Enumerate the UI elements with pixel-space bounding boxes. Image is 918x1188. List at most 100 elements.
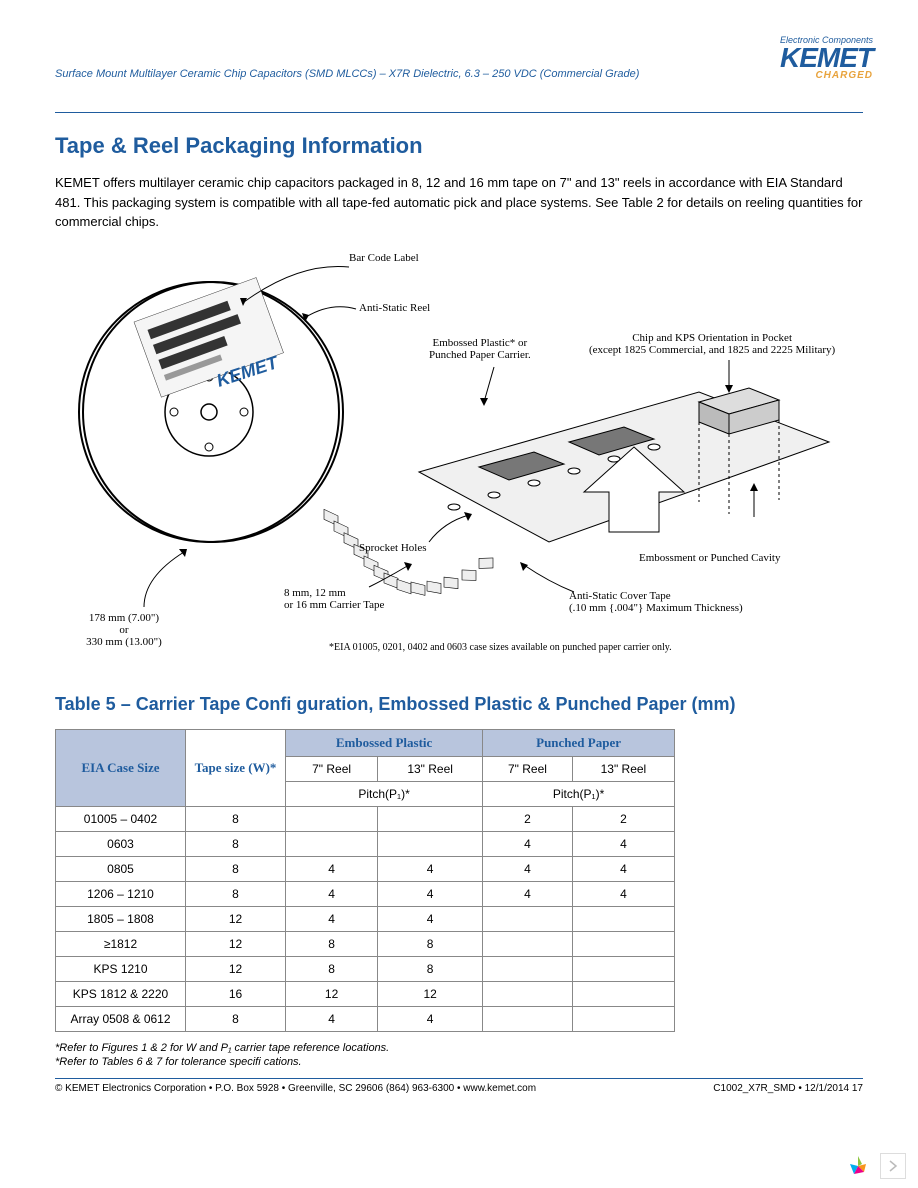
table-cell: 8 (186, 881, 286, 906)
page-footer: © KEMET Electronics Corporation • P.O. B… (55, 1083, 863, 1094)
table-cell: 4 (572, 856, 674, 881)
table-cell: 8 (186, 1006, 286, 1031)
callout-reel-size: 178 mm (7.00") or 330 mm (13.00") (59, 612, 189, 648)
table-cell: 1206 – 1210 (56, 881, 186, 906)
table-cell: 12 (186, 906, 286, 931)
table-cell (572, 1006, 674, 1031)
table-cell: 4 (483, 881, 573, 906)
pitch-e: Pitch(P₁)* (286, 781, 483, 806)
callout-sprocket: Sprocket Holes (359, 542, 427, 554)
chip-2: (except 1825 Commercial, and 1825 and 22… (589, 344, 835, 356)
sub-7reel-p: 7" Reel (483, 756, 573, 781)
table-cell (572, 981, 674, 1006)
table-cell: 4 (572, 831, 674, 856)
pitch-p: Pitch(P₁)* (483, 781, 675, 806)
table-cell: 8 (186, 831, 286, 856)
table-cell (286, 806, 378, 831)
callout-chip: Chip and KPS Orientation in Pocket (exce… (589, 332, 835, 356)
sub-13reel-e: 13" Reel (378, 756, 483, 781)
table-cell: 4 (378, 856, 483, 881)
table-cell: 2 (572, 806, 674, 831)
table-cell: 8 (286, 956, 378, 981)
table-cell: 4 (572, 881, 674, 906)
sub-7reel-e: 7" Reel (286, 756, 378, 781)
table-cell (483, 1006, 573, 1031)
carrier-tape-table: EIA Case Size Tape size (W)* Embossed Pl… (55, 729, 675, 1032)
table-cell: 01005 – 0402 (56, 806, 186, 831)
sub-13reel-p: 13" Reel (572, 756, 674, 781)
table-cell: KPS 1210 (56, 956, 186, 981)
callout-line (519, 562, 579, 597)
pager-logo-icon[interactable] (844, 1152, 872, 1180)
table-cell: 0603 (56, 831, 186, 856)
table-cell (572, 956, 674, 981)
kemet-logo: Electronic Components KEMET CHARGED (780, 35, 873, 81)
table-row: 01005 – 0402822 (56, 806, 675, 831)
table-cell: 4 (378, 881, 483, 906)
footer-divider (55, 1078, 863, 1079)
table-cell: 12 (186, 931, 286, 956)
table-cell: 1805 – 1808 (56, 906, 186, 931)
callout-line (424, 512, 474, 547)
table-cell (483, 931, 573, 956)
table-cell: ≥1812 (56, 931, 186, 956)
chevron-right-icon (888, 1160, 898, 1172)
table-cell: 8 (186, 856, 286, 881)
reel-size-2: 330 mm (13.00") (86, 636, 162, 648)
logo-text: KEMET (780, 45, 873, 70)
footer-left: © KEMET Electronics Corporation • P.O. B… (55, 1083, 536, 1094)
callout-cover-tape: Anti-Static Cover Tape (.10 mm {.004"} M… (569, 590, 743, 614)
section-paragraph: KEMET offers multilayer ceramic chip cap… (55, 173, 863, 232)
table-row: 1206 – 121084444 (56, 881, 675, 906)
embossed-2: Punched Paper Carrier. (429, 349, 531, 361)
callout-line (301, 297, 371, 327)
page-content: Surface Mount Multilayer Ceramic Chip Ca… (0, 0, 918, 1134)
table-row: 06038 44 (56, 831, 675, 856)
table-row: 1805 – 18081244 (56, 906, 675, 931)
table-cell (572, 931, 674, 956)
col-case: EIA Case Size (82, 760, 160, 775)
table-cell (483, 906, 573, 931)
table-cell: 4 (378, 906, 483, 931)
next-page-button[interactable] (880, 1153, 906, 1179)
table-cell (483, 956, 573, 981)
callout-embossed: Embossed Plastic* or Punched Paper Carri… (429, 337, 531, 361)
table-cell: 4 (378, 1006, 483, 1031)
table-cell (378, 806, 483, 831)
table-cell: Array 0508 & 0612 (56, 1006, 186, 1031)
table-row: KPS 1812 & 2220161212 (56, 981, 675, 1006)
table-row: ≥18121288 (56, 931, 675, 956)
chip-1: Chip and KPS Orientation in Pocket (632, 332, 792, 344)
cover1: Anti-Static Cover Tape (569, 590, 671, 602)
table-cell: 4 (286, 856, 378, 881)
table-cell: 2 (483, 806, 573, 831)
document-header: Surface Mount Multilayer Ceramic Chip Ca… (55, 50, 863, 110)
eia-note: *EIA 01005, 0201, 0402 and 0603 case siz… (329, 642, 672, 653)
table-cell (483, 981, 573, 1006)
table-cell: 12 (186, 956, 286, 981)
table-cell: 8 (378, 956, 483, 981)
col-embossed: Embossed Plastic (336, 735, 432, 750)
table-body: 01005 – 040282206038440805844441206 – 12… (56, 806, 675, 1031)
table-footnotes: *Refer to Figures 1 & 2 for W and P₁ car… (55, 1042, 863, 1068)
footnote-1: *Refer to Figures 1 & 2 for W and P₁ car… (55, 1042, 863, 1054)
section-title: Tape & Reel Packaging Information (55, 133, 863, 159)
callout-embossment: Embossment or Punched Cavity (639, 552, 780, 564)
table-cell (286, 831, 378, 856)
carrier-3d (399, 352, 839, 612)
table-cell (378, 831, 483, 856)
table-cell (572, 906, 674, 931)
table-title: Table 5 – Carrier Tape Confi guration, E… (55, 694, 863, 715)
table-cell: 0805 (56, 856, 186, 881)
table-row: 080584444 (56, 856, 675, 881)
table-cell: 4 (286, 906, 378, 931)
table-cell: 4 (483, 831, 573, 856)
table-row: Array 0508 & 0612844 (56, 1006, 675, 1031)
document-title: Surface Mount Multilayer Ceramic Chip Ca… (55, 68, 639, 80)
cover2: (.10 mm {.004"} Maximum Thickness) (569, 602, 743, 614)
ct2: or 16 mm Carrier Tape (284, 599, 384, 611)
table-row: KPS 12101288 (56, 956, 675, 981)
footer-right: C1002_X7R_SMD • 12/1/2014 17 (713, 1083, 863, 1094)
table-cell: 4 (286, 881, 378, 906)
callout-line (474, 362, 514, 412)
